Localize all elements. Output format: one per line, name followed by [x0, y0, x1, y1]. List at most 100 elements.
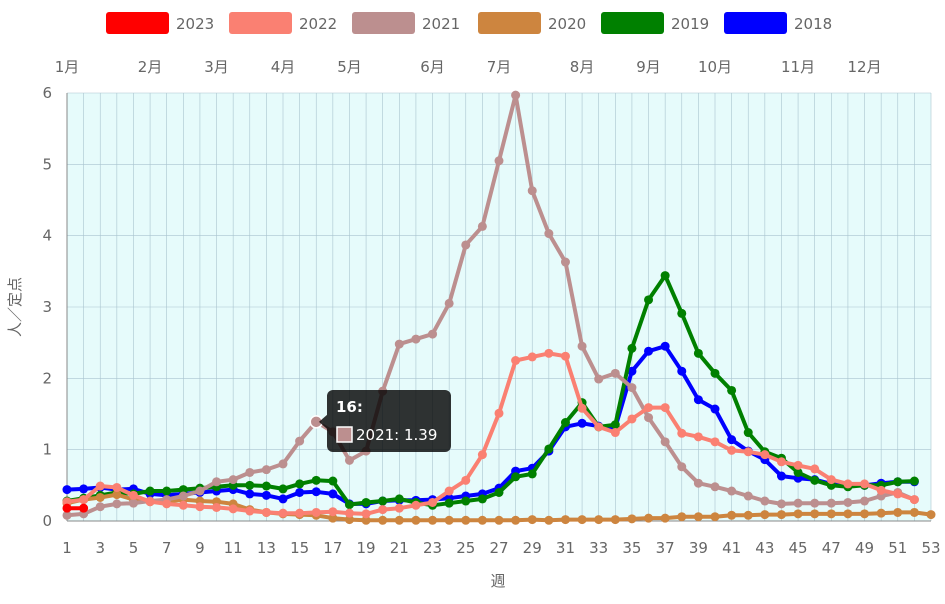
data-point[interactable]: [610, 515, 620, 525]
data-point[interactable]: [544, 229, 554, 239]
data-point[interactable]: [461, 515, 471, 525]
data-point[interactable]: [245, 480, 255, 490]
data-point[interactable]: [511, 515, 521, 525]
data-point[interactable]: [677, 428, 687, 438]
data-point[interactable]: [145, 486, 155, 496]
data-point[interactable]: [95, 502, 105, 512]
data-point[interactable]: [776, 499, 786, 509]
legend-label[interactable]: 2020: [548, 15, 586, 33]
data-point[interactable]: [893, 489, 903, 499]
data-point[interactable]: [876, 508, 886, 518]
data-point[interactable]: [344, 500, 354, 510]
data-point[interactable]: [693, 348, 703, 358]
data-point[interactable]: [278, 459, 288, 469]
data-point[interactable]: [594, 515, 604, 525]
data-point[interactable]: [627, 414, 637, 424]
data-point[interactable]: [344, 455, 354, 465]
data-point[interactable]: [909, 495, 919, 505]
data-point[interactable]: [693, 395, 703, 405]
data-point[interactable]: [594, 374, 604, 384]
data-point[interactable]: [128, 498, 138, 508]
data-point[interactable]: [627, 383, 637, 393]
data-point[interactable]: [560, 351, 570, 361]
data-point[interactable]: [677, 462, 687, 472]
data-point[interactable]: [295, 508, 305, 518]
data-point[interactable]: [843, 479, 853, 489]
data-point[interactable]: [544, 348, 554, 358]
data-point[interactable]: [344, 515, 354, 525]
data-point[interactable]: [394, 494, 404, 504]
data-point[interactable]: [627, 366, 637, 376]
data-point[interactable]: [810, 498, 820, 508]
data-point[interactable]: [328, 507, 338, 517]
data-point[interactable]: [394, 339, 404, 349]
data-point[interactable]: [477, 494, 487, 504]
data-point[interactable]: [926, 510, 936, 520]
data-point[interactable]: [826, 509, 836, 519]
data-point[interactable]: [710, 512, 720, 522]
data-point[interactable]: [112, 490, 122, 500]
data-point[interactable]: [162, 486, 172, 496]
data-point[interactable]: [361, 509, 371, 519]
data-point[interactable]: [743, 428, 753, 438]
data-point[interactable]: [112, 499, 122, 509]
legend-swatch[interactable]: [229, 12, 292, 34]
data-point[interactable]: [477, 450, 487, 460]
data-point[interactable]: [295, 487, 305, 497]
data-point[interactable]: [843, 509, 853, 519]
data-point[interactable]: [261, 490, 271, 500]
data-point[interactable]: [544, 515, 554, 525]
data-point[interactable]: [893, 477, 903, 487]
data-point[interactable]: [693, 478, 703, 488]
legend-swatch[interactable]: [601, 12, 664, 34]
data-point[interactable]: [860, 479, 870, 489]
data-point[interactable]: [444, 515, 454, 525]
data-point[interactable]: [195, 486, 205, 496]
data-point[interactable]: [527, 186, 537, 196]
data-point[interactable]: [411, 500, 421, 510]
legend-swatch[interactable]: [478, 12, 541, 34]
data-point[interactable]: [644, 403, 654, 413]
data-point[interactable]: [544, 444, 554, 454]
data-point[interactable]: [727, 445, 737, 455]
data-point[interactable]: [511, 472, 521, 482]
legend-swatch[interactable]: [106, 12, 169, 34]
data-point[interactable]: [62, 485, 72, 495]
data-point[interactable]: [843, 497, 853, 507]
data-point[interactable]: [212, 502, 222, 512]
data-point[interactable]: [660, 513, 670, 523]
data-point[interactable]: [693, 432, 703, 442]
data-point[interactable]: [527, 352, 537, 362]
data-point[interactable]: [776, 510, 786, 520]
data-point[interactable]: [826, 475, 836, 485]
legend-swatch[interactable]: [352, 12, 415, 34]
data-point[interactable]: [178, 500, 188, 510]
legend-swatch[interactable]: [724, 12, 787, 34]
data-point[interactable]: [444, 298, 454, 308]
data-point[interactable]: [810, 509, 820, 519]
data-point[interactable]: [95, 492, 105, 502]
data-point[interactable]: [344, 508, 354, 518]
data-point[interactable]: [261, 481, 271, 491]
data-point[interactable]: [743, 510, 753, 520]
data-point[interactable]: [727, 385, 737, 395]
data-point[interactable]: [62, 510, 72, 520]
data-point[interactable]: [511, 356, 521, 365]
legend-label[interactable]: 2021: [422, 15, 460, 33]
data-point[interactable]: [477, 221, 487, 231]
data-point[interactable]: [527, 469, 537, 479]
data-point[interactable]: [727, 435, 737, 445]
data-point[interactable]: [776, 457, 786, 467]
data-point[interactable]: [610, 428, 620, 438]
data-point[interactable]: [278, 484, 288, 494]
data-point[interactable]: [428, 497, 438, 507]
data-point[interactable]: [261, 507, 271, 517]
data-point[interactable]: [328, 476, 338, 486]
data-point[interactable]: [627, 343, 637, 353]
data-point[interactable]: [793, 498, 803, 508]
data-point[interactable]: [162, 499, 172, 509]
data-point[interactable]: [245, 506, 255, 516]
legend-label[interactable]: 2018: [794, 15, 832, 33]
data-point[interactable]: [644, 413, 654, 423]
data-point[interactable]: [494, 408, 504, 418]
